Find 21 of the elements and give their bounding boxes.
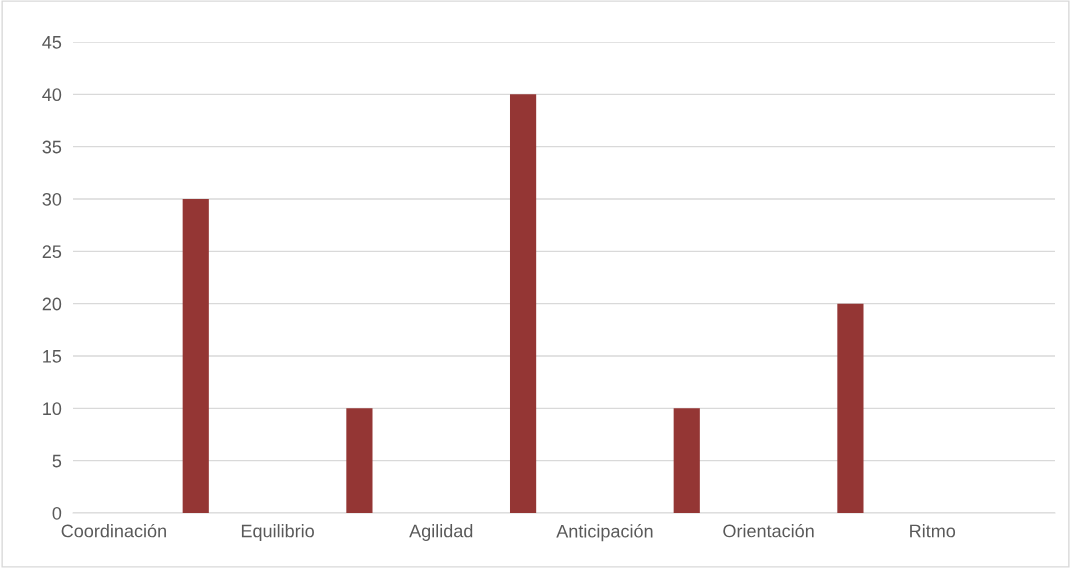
x-tick-label: Agilidad — [409, 524, 473, 541]
y-tick-label: 10 — [43, 402, 62, 416]
bar — [837, 303, 864, 513]
x-tick-label: Coordinación — [61, 523, 166, 538]
y-tick-label: 0 — [52, 506, 62, 520]
y-tick-label: 40 — [42, 88, 62, 102]
x-tick-label: Equilibrio — [241, 524, 314, 541]
bar — [346, 408, 373, 513]
y-tick-label: 25 — [42, 245, 62, 259]
y-tick-label: 5 — [52, 454, 62, 468]
y-tick-label: 35 — [42, 140, 62, 154]
x-tick-label: Ritmo — [910, 524, 956, 538]
x-tick-label: Orientación — [723, 523, 814, 538]
y-tick-label: 30 — [42, 192, 62, 206]
x-tick-label: Anticipación — [556, 524, 653, 542]
bar — [673, 408, 700, 513]
bar — [182, 199, 209, 513]
bar — [509, 94, 537, 513]
y-tick-label: 45 — [42, 36, 62, 49]
y-tick-label: 20 — [42, 297, 62, 311]
y-tick-label: 15 — [43, 350, 62, 363]
